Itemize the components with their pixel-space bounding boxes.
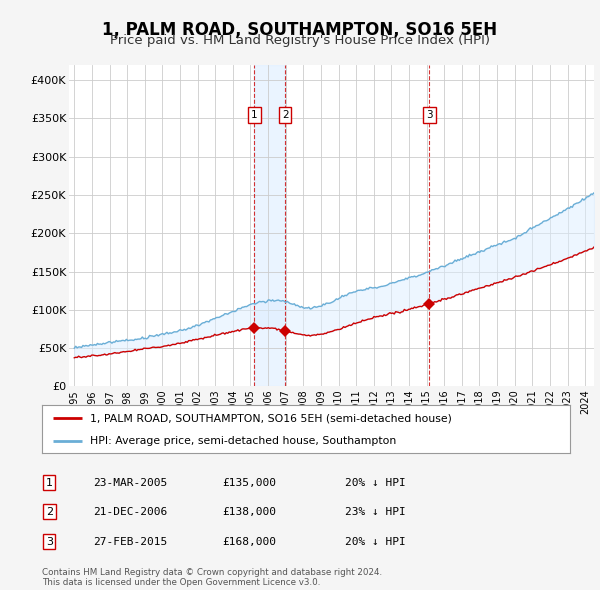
Text: 3: 3 bbox=[46, 537, 53, 546]
Text: 20% ↓ HPI: 20% ↓ HPI bbox=[345, 537, 406, 546]
Text: £168,000: £168,000 bbox=[222, 537, 276, 546]
Text: £135,000: £135,000 bbox=[222, 478, 276, 487]
Text: Contains HM Land Registry data © Crown copyright and database right 2024.
This d: Contains HM Land Registry data © Crown c… bbox=[42, 568, 382, 587]
Text: HPI: Average price, semi-detached house, Southampton: HPI: Average price, semi-detached house,… bbox=[89, 436, 396, 446]
Text: Price paid vs. HM Land Registry's House Price Index (HPI): Price paid vs. HM Land Registry's House … bbox=[110, 34, 490, 47]
Text: 1: 1 bbox=[46, 478, 53, 487]
Text: 27-FEB-2015: 27-FEB-2015 bbox=[93, 537, 167, 546]
Text: 2: 2 bbox=[282, 110, 289, 120]
Text: 1: 1 bbox=[251, 110, 257, 120]
Text: 23% ↓ HPI: 23% ↓ HPI bbox=[345, 507, 406, 516]
Text: 3: 3 bbox=[426, 110, 433, 120]
Text: 2: 2 bbox=[46, 507, 53, 516]
Text: 21-DEC-2006: 21-DEC-2006 bbox=[93, 507, 167, 516]
Text: 1, PALM ROAD, SOUTHAMPTON, SO16 5EH: 1, PALM ROAD, SOUTHAMPTON, SO16 5EH bbox=[103, 21, 497, 39]
Bar bbox=[254, 65, 285, 386]
Text: 23-MAR-2005: 23-MAR-2005 bbox=[93, 478, 167, 487]
Text: 1, PALM ROAD, SOUTHAMPTON, SO16 5EH (semi-detached house): 1, PALM ROAD, SOUTHAMPTON, SO16 5EH (sem… bbox=[89, 413, 451, 423]
Text: £138,000: £138,000 bbox=[222, 507, 276, 516]
Text: 20% ↓ HPI: 20% ↓ HPI bbox=[345, 478, 406, 487]
